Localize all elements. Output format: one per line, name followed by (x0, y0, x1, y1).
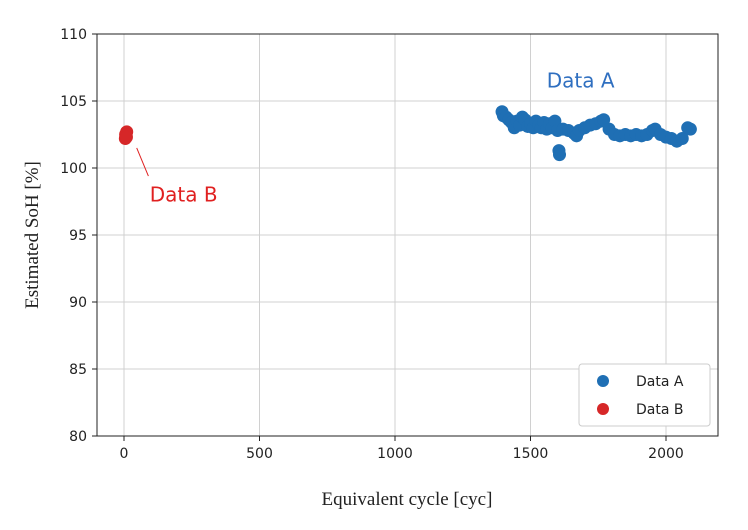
y-axis-label: Estimated SoH [%] (22, 161, 43, 309)
legend-label-data-a: Data A (636, 374, 684, 390)
legend: Data A Data B (578, 363, 711, 427)
point-data-b (119, 130, 133, 144)
annotation-label: Data A (547, 69, 615, 93)
legend-marker-data-b (597, 403, 609, 415)
annotations: Data A Data B (150, 69, 615, 207)
points (118, 105, 697, 162)
legend-box (578, 363, 711, 427)
point-data-a (683, 122, 697, 136)
annotation-label: Data B (150, 183, 218, 207)
y-tick-label: 85 (69, 362, 87, 378)
y-tick-label: 90 (69, 295, 87, 311)
x-tick-label: 1000 (377, 446, 413, 462)
x-tick-label: 0 (120, 446, 129, 462)
x-tick-label: 1500 (513, 446, 549, 462)
legend-label-data-b: Data B (636, 402, 683, 418)
y-tick-label: 110 (60, 27, 87, 43)
annotation-pointer-line (136, 147, 149, 177)
point-data-a (597, 113, 611, 127)
legend-marker-data-a (597, 375, 609, 387)
y-tick-label: 100 (60, 161, 87, 177)
y-tick-label: 95 (69, 228, 87, 244)
x-tick-label: 2000 (648, 446, 684, 462)
point-data-a (552, 148, 566, 162)
y-tick-label: 80 (69, 429, 87, 445)
point-data-a (675, 132, 689, 146)
ticks: 0 500 1000 1500 2000 80 85 90 95 100 105 110 (60, 27, 684, 462)
x-tick-label: 500 (246, 446, 273, 462)
x-axis-label: Equivalent cycle [cyc] (322, 489, 493, 510)
y-tick-label: 105 (60, 94, 87, 110)
